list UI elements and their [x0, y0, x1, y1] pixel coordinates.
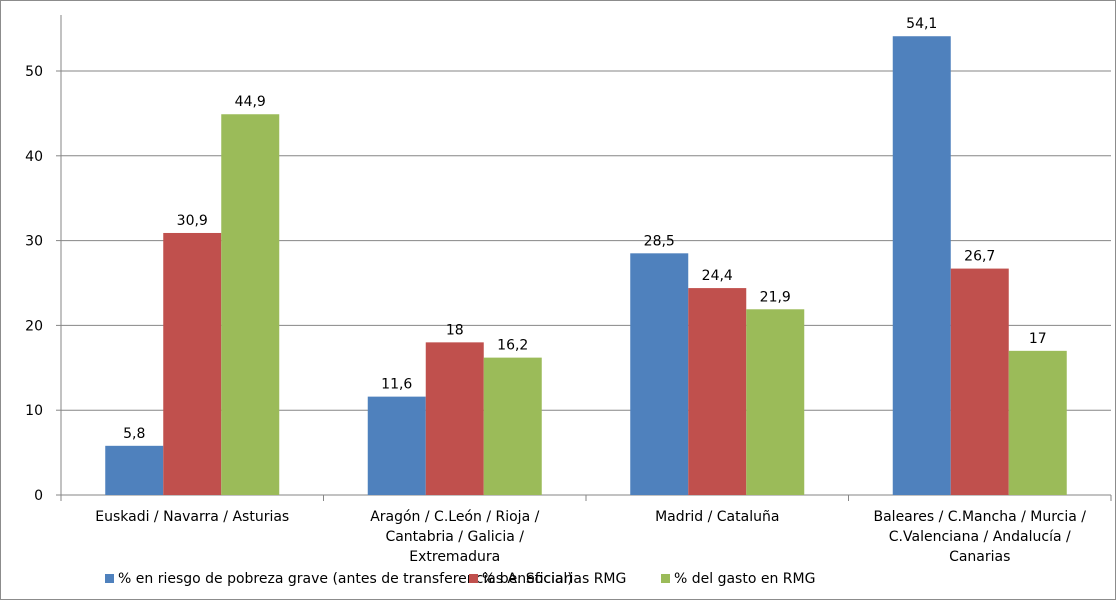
category-label-line: Euskadi / Navarra / Asturias: [95, 509, 289, 525]
y-tick-label: 10: [25, 403, 43, 419]
category-label-line: Canarias: [949, 549, 1010, 565]
y-tick-label: 20: [25, 318, 43, 334]
category-label: Baleares / C.Mancha / Murcia / C.Valencia…: [874, 509, 1087, 565]
legend: % en riesgo de pobreza grave (antes de t…: [105, 571, 815, 587]
bar: [688, 288, 747, 495]
category-label: Aragón / C.León / Rioja / Cantabria / Gal…: [370, 509, 539, 565]
data-label: 24,4: [702, 268, 733, 284]
category-label-line: Baleares / C.Mancha / Murcia /: [874, 509, 1087, 525]
category-labels: Euskadi / Navarra / Asturias Aragón / C.L…: [95, 509, 1086, 565]
data-label: 28,5: [644, 233, 675, 249]
bar: [425, 342, 484, 495]
data-label: 44,9: [235, 94, 266, 110]
data-labels: 5,8 30,9 44,9 11,6 18 16,2 28,5 24,4 21,9 54,1 26,…: [123, 16, 1047, 442]
y-tick-label: 50: [25, 64, 43, 80]
y-tick-label: 0: [34, 488, 43, 504]
bar: [746, 309, 805, 495]
bar: [367, 396, 426, 495]
data-label: 18: [446, 322, 464, 338]
data-label: 30,9: [177, 213, 208, 229]
category-label-line: C.Valenciana / Andalucía /: [889, 529, 1071, 545]
data-label: 11,6: [381, 377, 412, 393]
data-label: 16,2: [497, 338, 528, 354]
legend-swatch: [105, 574, 114, 583]
bar: [163, 232, 222, 495]
bar: [950, 268, 1009, 495]
bar: [892, 36, 951, 496]
category-label-line: Aragón / C.León / Rioja /: [370, 509, 539, 525]
category-label: Madrid / Cataluña: [655, 509, 779, 525]
legend-swatch: [661, 574, 670, 583]
category-label-line: Extremadura: [409, 549, 500, 565]
y-tick-label: 40: [25, 149, 43, 165]
legend-label: % en riesgo de pobreza grave (antes de t…: [118, 571, 573, 587]
y-tick-labels: 0 10 20 30 40 50: [25, 64, 43, 504]
category-label: Euskadi / Navarra / Asturias: [95, 509, 289, 525]
data-label: 5,8: [123, 426, 145, 442]
category-label-line: Cantabria / Galicia /: [385, 529, 524, 545]
bar: [105, 445, 164, 495]
data-label: 17: [1029, 331, 1047, 347]
data-label: 21,9: [760, 289, 791, 305]
bar: [221, 114, 280, 496]
legend-swatch: [469, 574, 478, 583]
legend-label: % beneficiarias RMG: [482, 571, 626, 587]
bar: [630, 253, 689, 495]
bar: [483, 357, 542, 495]
legend-label: % del gasto en RMG: [674, 571, 815, 587]
data-label: 26,7: [964, 249, 995, 265]
data-label: 54,1: [906, 16, 937, 32]
category-label-line: Madrid / Cataluña: [655, 509, 779, 525]
y-tick-label: 30: [25, 234, 43, 250]
bar: [1008, 350, 1067, 495]
bars: [105, 36, 1067, 496]
